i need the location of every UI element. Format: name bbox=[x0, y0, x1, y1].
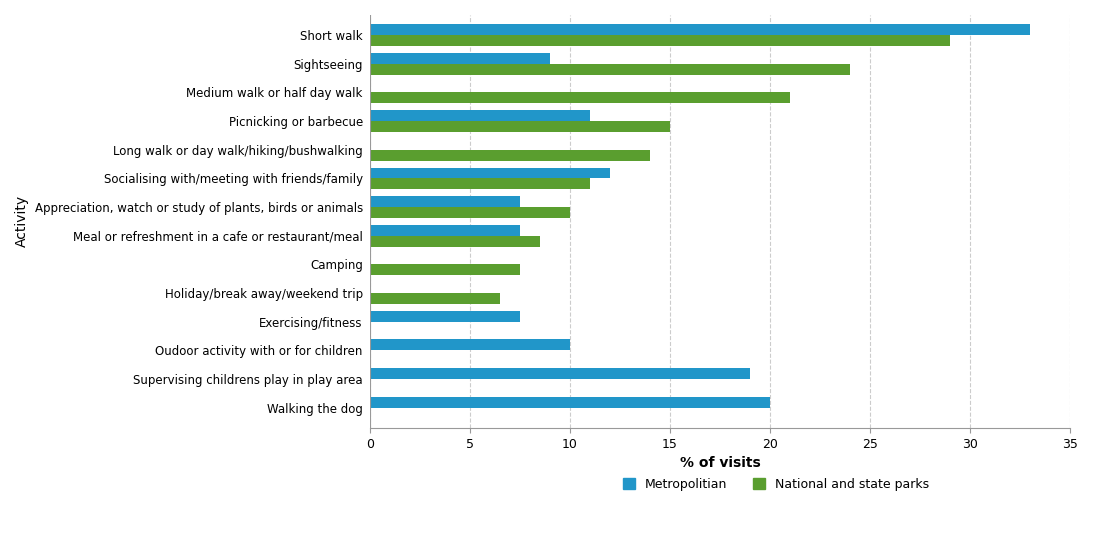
Bar bbox=[369, 368, 750, 379]
Legend: Metropolitian, National and state parks: Metropolitian, National and state parks bbox=[618, 473, 935, 496]
Bar bbox=[369, 225, 520, 236]
Bar bbox=[369, 236, 540, 246]
Bar bbox=[369, 63, 850, 75]
X-axis label: % of visits: % of visits bbox=[680, 456, 761, 470]
Bar bbox=[369, 207, 569, 218]
Bar bbox=[369, 167, 610, 179]
Bar bbox=[369, 264, 520, 275]
Bar bbox=[369, 35, 950, 46]
Bar bbox=[369, 179, 590, 189]
Bar bbox=[369, 196, 520, 207]
Bar bbox=[369, 53, 550, 63]
Bar bbox=[369, 311, 520, 322]
Bar bbox=[369, 93, 790, 103]
Bar bbox=[369, 110, 590, 121]
Bar bbox=[369, 293, 500, 304]
Bar bbox=[369, 339, 569, 350]
Bar bbox=[369, 24, 1030, 35]
Y-axis label: Activity: Activity bbox=[15, 195, 30, 247]
Bar bbox=[369, 121, 670, 132]
Bar bbox=[369, 397, 769, 408]
Bar bbox=[369, 150, 650, 161]
